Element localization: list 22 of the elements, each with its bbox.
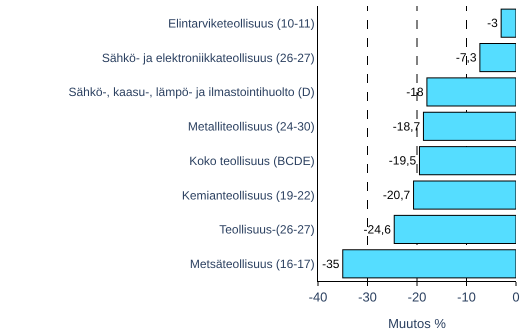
y-tick-label: Metalliteollisuus (24-30) bbox=[188, 120, 315, 134]
data-label: -18,7 bbox=[392, 119, 420, 134]
data-label: -19,5 bbox=[388, 154, 416, 168]
x-tick-label: -30 bbox=[358, 290, 377, 305]
data-label: -7,3 bbox=[456, 50, 477, 65]
data-label: -18 bbox=[406, 84, 424, 99]
y-tick-label: Teollisuus-(26-27) bbox=[219, 222, 315, 237]
x-tick-label: -40 bbox=[308, 290, 328, 305]
y-tick-label: Elintarviketeollisuus (10-11) bbox=[168, 16, 315, 30]
y-tick-label: Kemianteollisuus (19-22) bbox=[182, 188, 315, 202]
data-label: -20,7 bbox=[382, 188, 411, 202]
x-tick-label: -10 bbox=[457, 290, 476, 305]
y-tick-label: Sähkö- ja elektroniikkateollisuus (26-27) bbox=[102, 50, 315, 65]
data-label: -3 bbox=[487, 16, 498, 30]
data-label: -35 bbox=[322, 256, 340, 271]
y-tick-label: Sähkö-, kaasu-, lämpö- ja ilmastointihuolto (D) bbox=[68, 85, 315, 100]
x-axis-title: Muutos % bbox=[388, 316, 446, 332]
y-tick-label: Metsäteollisuus (16-17) bbox=[190, 257, 315, 272]
data-label: -24,6 bbox=[364, 222, 392, 236]
x-tick-label: -20 bbox=[408, 290, 426, 305]
y-tick-label: Koko teollisuus (BCDE) bbox=[189, 154, 315, 168]
x-tick-label: 0 bbox=[512, 290, 520, 305]
